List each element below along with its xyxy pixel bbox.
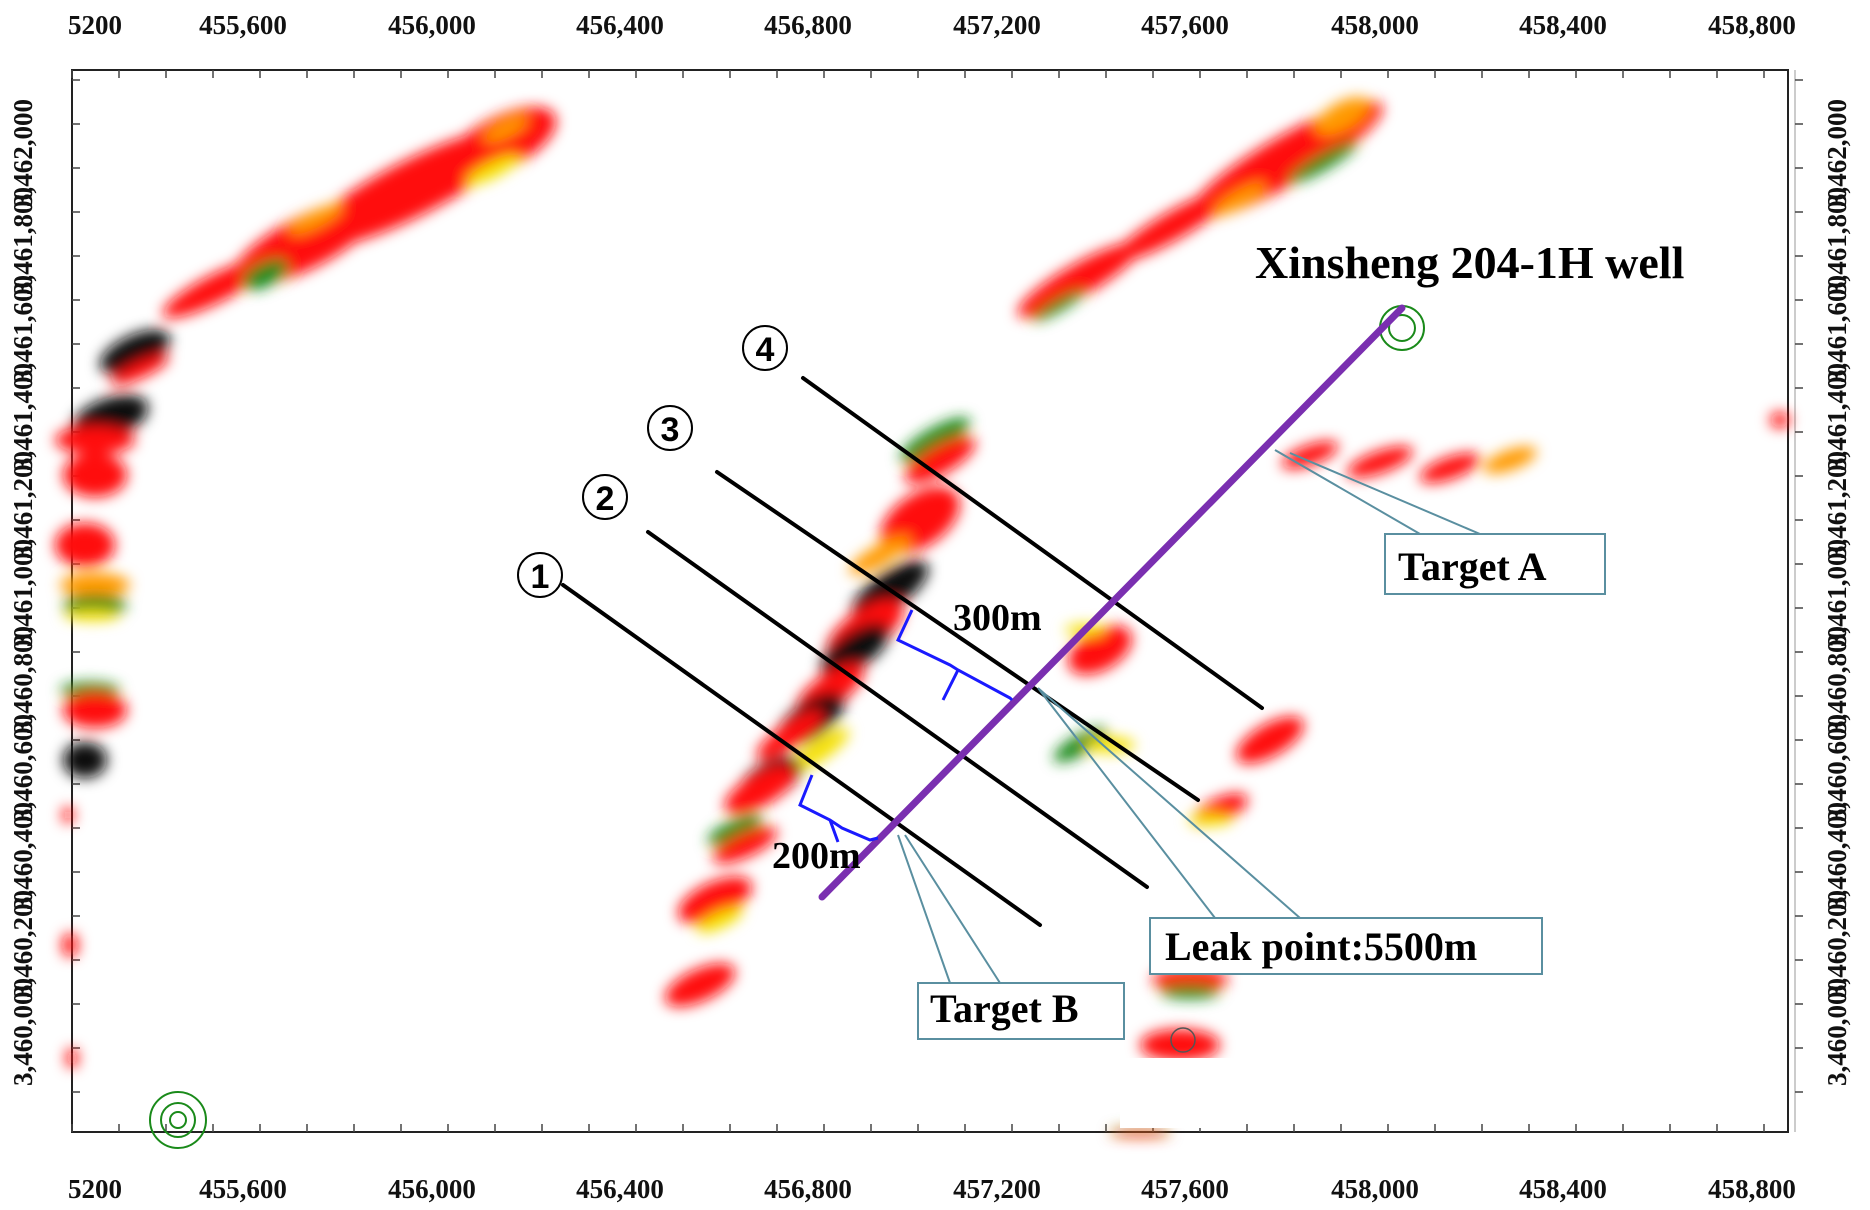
leak-point-label: Leak point:5500m [1165,924,1477,969]
x-tick-label-bottom: 458,400 [1519,1174,1607,1204]
x-tick-label-top: 458,800 [1708,10,1796,40]
well-trajectory [818,304,1406,901]
callout-lines [897,449,1481,984]
x-tick-label-bottom: 456,000 [388,1174,476,1204]
y-tick-label-right: 3,460,400 [1822,802,1852,910]
survey-line-2 [646,530,1149,889]
x-tick-label-top: 456,800 [764,10,852,40]
y-tick-label-right: 3,460,600 [1822,714,1852,822]
x-tick-label-top: 5200 [68,10,122,40]
target-a-box [1384,533,1606,595]
x-tick-label-bottom: 455,600 [199,1174,287,1204]
y-tick-label-left: 3,461,600 [8,275,38,383]
x-tick-label-top: 458,400 [1519,10,1607,40]
y-tick-label-right: 3,460,000 [1822,978,1852,1086]
y-axis-right: 3,462,0003,461,6003,461,2003,460,8003,46… [1822,99,1852,1086]
well-marker-lower-center-icon [1170,1027,1196,1053]
survey-lines [561,376,1264,927]
y-tick-label-left: 3,461,000 [8,539,38,647]
leak-point-box [1149,917,1543,975]
y-tick-label-right: 3,460,800 [1822,626,1852,734]
x-tick-label-top: 456,000 [388,10,476,40]
x-axis-bottom: 5200 455,600 456,000 456,400 456,800 457,200 4… [68,1174,1796,1204]
y-tick-label-left: 3,461,400 [8,363,38,471]
survey-line-number-3: 3 [647,405,693,451]
y-tick-label-right: 3,461,600 [1822,275,1852,383]
distance-300-label: 300m [953,597,1042,639]
well-marker-bottom-left-icon [149,1091,207,1149]
survey-line-number-2-text: 2 [596,480,615,518]
y-tick-label-right: 3,460,200 [1822,890,1852,998]
survey-line-number-1: 1 [517,552,563,598]
y-tick-label-left: 3,461,200 [8,451,38,559]
x-tick-label-bottom: 457,600 [1141,1174,1229,1204]
x-tick-label-bottom: 458,800 [1708,1174,1796,1204]
y-tick-label-left: 3,460,200 [8,890,38,998]
well-label: Xinsheng 204-1H well [1255,237,1684,288]
x-tick-label-bottom: 456,800 [764,1174,852,1204]
y-tick-label-right: 3,461,800 [1822,187,1852,295]
x-tick-label-top: 456,400 [576,10,664,40]
x-tick-label-top: 457,600 [1141,10,1229,40]
y-tick-label-right: 3,461,200 [1822,451,1852,559]
x-tick-label-top: 458,000 [1331,10,1419,40]
y-tick-label-left: 3,462,000 [8,99,38,207]
y-tick-label-right: 3,461,400 [1822,363,1852,471]
bottom-mask [1120,1058,1240,1128]
distance-200-label: 200m [772,835,861,877]
y-tick-label-right: 3,461,000 [1822,539,1852,647]
survey-line-4 [801,376,1264,710]
y-tick-label-left: 3,461,800 [8,187,38,295]
distance-brace-300 [896,609,1014,702]
y-axis-left: 3,462,0003,461,6003,461,2003,460,8003,46… [8,99,38,1086]
survey-line-number-1-text: 1 [531,558,550,596]
survey-line-number-3-text: 3 [661,411,680,449]
y-tick-label-left: 3,460,800 [8,626,38,734]
x-tick-label-bottom: 457,200 [953,1174,1041,1204]
x-tick-label-top: 457,200 [953,10,1041,40]
target-b-label: Target B [930,986,1079,1031]
x-axis-top: 5200 455,600 456,000 456,400 456,800 457,200 4… [68,10,1796,40]
survey-line-number-4-text: 4 [756,331,775,369]
x-tick-label-bottom: 458,000 [1331,1174,1419,1204]
survey-line-number-4: 4 [742,325,788,371]
x-tick-label-bottom: 456,400 [576,1174,664,1204]
anomaly-layer [55,97,1790,1137]
y-tick-label-left: 3,460,600 [8,714,38,822]
y-tick-label-left: 3,460,000 [8,978,38,1086]
x-tick-label-bottom: 5200 [68,1174,122,1204]
target-a-label: Target A [1398,544,1547,589]
survey-line-3 [715,470,1200,802]
survey-line-1 [561,583,1042,927]
y-tick-label-right: 3,462,000 [1822,99,1852,207]
x-tick-label-top: 455,600 [199,10,287,40]
survey-line-number-2: 2 [582,474,628,520]
y-tick-label-left: 3,460,400 [8,802,38,910]
distance-brace-200 [798,774,879,843]
target-b-box [917,982,1125,1040]
axis-ticks [71,70,1803,1132]
